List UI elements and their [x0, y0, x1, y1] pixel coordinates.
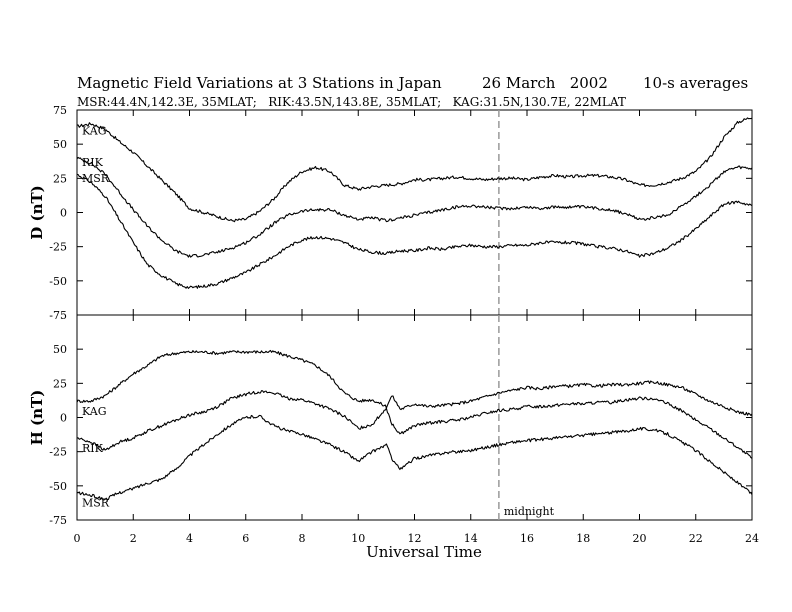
panel-d: -75 -50 -25 0 25 50 75 D (nT) KAG RIK MSR	[28, 104, 753, 322]
x-tick-label: 0	[74, 532, 81, 545]
chart-title: Magnetic Field Variations at 3 Stations …	[77, 74, 442, 92]
y-tick-label: -50	[49, 480, 67, 493]
chart-subtitle: MSR:44.4N,142.3E, 35MLAT; RIK:43.5N,143.…	[77, 95, 626, 109]
x-axis-label: Universal Time	[366, 543, 482, 561]
x-tick-label: 12	[408, 532, 422, 545]
y-tick-label: -25	[49, 446, 67, 459]
x-tick-label: 14	[464, 532, 478, 545]
panel-frame	[76, 314, 753, 521]
series-label-msr: MSR	[82, 172, 110, 185]
y-tick-label: -75	[49, 514, 67, 527]
series-label-rik: RIK	[82, 156, 104, 169]
series-line-rik	[76, 156, 753, 258]
series-label-rik: RIK	[82, 442, 104, 455]
y-tick-label: 25	[53, 172, 67, 185]
x-tick-label: 10	[351, 532, 365, 545]
series-line-kag	[76, 349, 753, 416]
series-line-rik	[76, 390, 753, 459]
series-line-msr	[76, 414, 753, 501]
x-tick-label: 20	[633, 532, 647, 545]
y-axis-label: D (nT)	[28, 185, 46, 240]
midnight-label: midnight	[504, 505, 555, 518]
chart-date: 26 March 2002	[482, 74, 608, 92]
y-tick-label: 50	[53, 138, 67, 151]
x-tick-label: 2	[130, 532, 137, 545]
series-line-kag	[76, 117, 753, 223]
x-tick-label: 16	[520, 532, 534, 545]
x-tick-label: 4	[186, 532, 193, 545]
series-line-msr	[76, 173, 753, 289]
x-tick-label: 8	[299, 532, 306, 545]
y-tick-label: 0	[60, 207, 67, 220]
y-tick-label: 75	[53, 104, 67, 117]
y-tick-label: 25	[53, 377, 67, 390]
y-axis-label: H (nT)	[28, 390, 46, 446]
series-label-kag: KAG	[82, 124, 107, 137]
x-tick-label: 18	[576, 532, 590, 545]
y-tick-label: 50	[53, 343, 67, 356]
chart-averaging: 10-s averages	[643, 74, 748, 92]
series-label-kag: KAG	[82, 405, 107, 418]
x-tick-label: 6	[242, 532, 249, 545]
y-tick-label: -25	[49, 241, 67, 254]
series-label-msr: MSR	[82, 497, 110, 510]
y-tick-label: -75	[49, 309, 67, 322]
plot-panels: -75 -50 -25 0 25 50 75 D (nT) KAG RIK MSR -75 -50 -25…	[28, 104, 759, 545]
y-tick-label: 0	[60, 412, 67, 425]
y-tick-label: -50	[49, 275, 67, 288]
panel-frame	[76, 109, 753, 316]
x-tick-label: 24	[745, 532, 759, 545]
x-tick-label: 22	[689, 532, 703, 545]
